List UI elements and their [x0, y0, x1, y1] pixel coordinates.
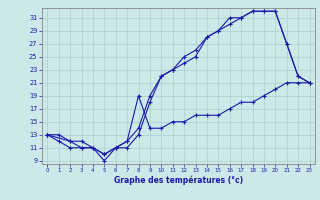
- X-axis label: Graphe des températures (°c): Graphe des températures (°c): [114, 176, 243, 185]
